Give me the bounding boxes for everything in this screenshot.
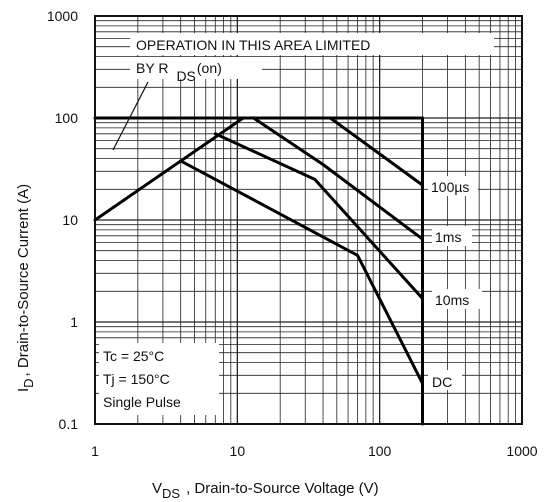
y-axis-subscript: D: [21, 378, 36, 387]
tick-labels: 1 10 100 1000 0.1 1 10 100 1000: [47, 8, 538, 459]
series-line-6: [179, 159, 424, 385]
plot-area-frame: [94, 15, 523, 425]
x-axis-text: , Drain-to-Source Voltage (V): [186, 480, 379, 497]
label-bg-1ms: [432, 226, 472, 246]
annotation-line-2: BY R DS(on): [136, 60, 222, 84]
condition-pulse: Single Pulse: [103, 394, 181, 410]
annotation-line-1: OPERATION IN THIS AREA LIMITED: [136, 37, 370, 53]
label-bg-10ms: [432, 289, 482, 309]
x-tick-label-1: 10: [230, 443, 246, 459]
x-axis-subscript: DS: [162, 486, 180, 501]
rds-annotation: OPERATION IN THIS AREA LIMITED BY R DS(on…: [112, 33, 494, 151]
y-tick-label-2: 10: [62, 212, 78, 228]
series-line-5: [213, 132, 424, 300]
x-tick-label-2: 100: [368, 443, 392, 459]
y-tick-label-0: 0.1: [59, 416, 79, 432]
series-line-4: [252, 116, 424, 241]
condition-tc: Tc = 25°C: [103, 348, 164, 364]
conditions-note: Tc = 25°C Tj = 150°C Single Pulse: [99, 343, 219, 415]
label-1ms: 1ms: [435, 229, 461, 245]
y-axis-symbol: I: [15, 388, 32, 392]
series-line-3: [328, 116, 424, 187]
annotation-background-2: [130, 57, 262, 79]
condition-tj: Tj = 150°C: [103, 371, 170, 387]
x-axis-symbol: V: [152, 480, 162, 497]
x-tick-label-3: 1000: [506, 443, 537, 459]
annotation-subscript: DS: [176, 68, 195, 84]
x-axis-title: VDS , Drain-to-Source Voltage (V): [152, 480, 379, 501]
label-100us: 100µs: [431, 179, 469, 195]
label-10ms: 10ms: [435, 292, 469, 308]
y-tick-label-4: 1000: [47, 8, 78, 24]
label-bg-dc: [428, 370, 462, 390]
label-dc: DC: [432, 374, 452, 390]
y-axis-title: ID, Drain-to-Source Current (A): [15, 184, 36, 392]
y-tick-label-3: 100: [55, 110, 79, 126]
x-tick-label-0: 1: [91, 443, 99, 459]
label-bg-100us: [428, 176, 478, 196]
curve-labels: 100µs 1ms 10ms DC: [428, 176, 482, 390]
annotation-leader-line: [112, 81, 149, 151]
y-tick-label-1: 1: [70, 314, 78, 330]
series-lines: [93, 116, 424, 426]
annotation-background: [130, 33, 494, 55]
series-line-0: [93, 116, 245, 222]
annotation-prefix: BY R: [136, 60, 168, 76]
y-axis-text: , Drain-to-Source Current (A): [15, 184, 32, 377]
annotation-suffix: (on): [197, 60, 222, 76]
conditions-background: [99, 343, 219, 415]
